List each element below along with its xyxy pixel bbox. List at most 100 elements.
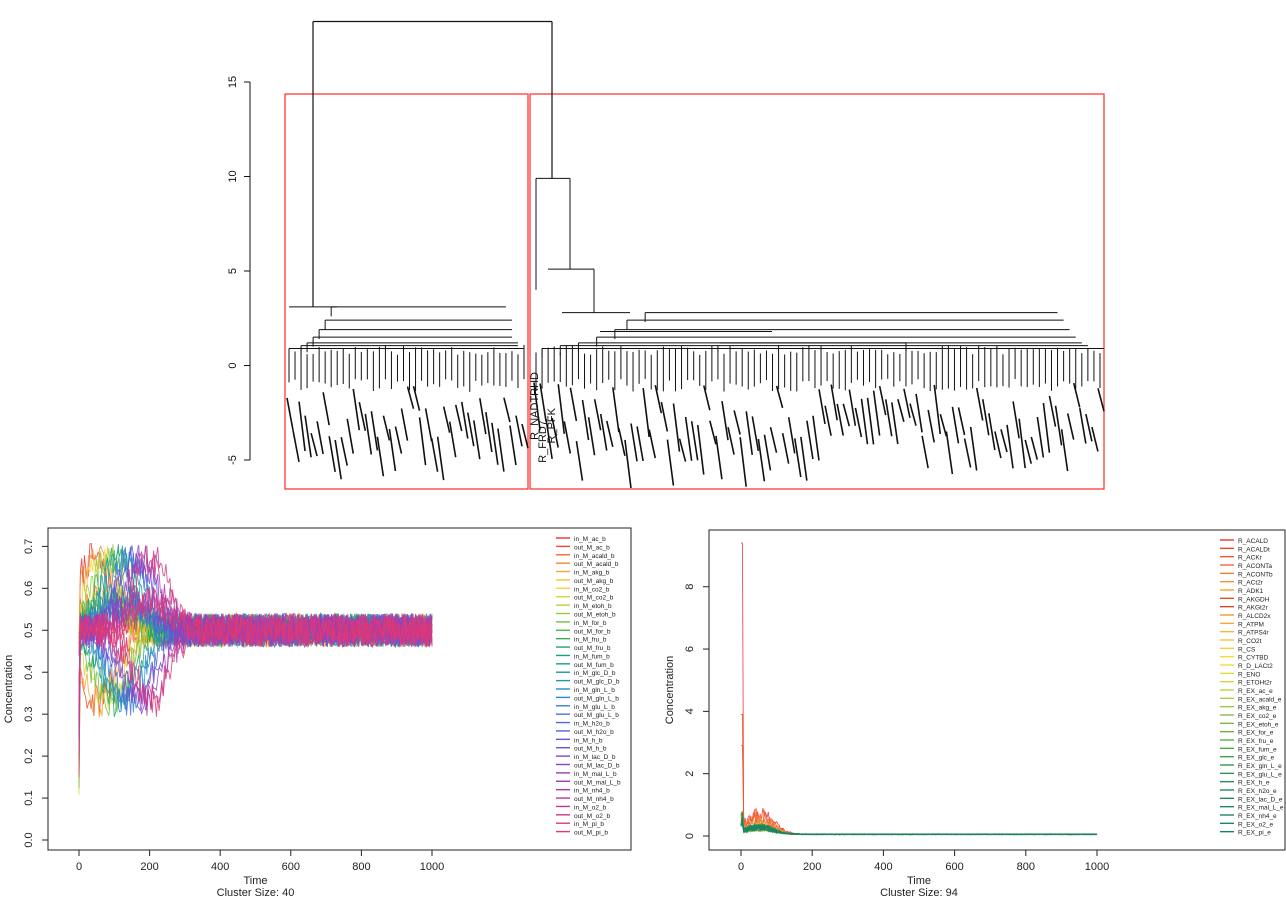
legend-entry: R_EX_glu_L_e (1238, 771, 1282, 778)
legend-entry: R_EX_fum_e (1238, 746, 1277, 753)
legend-entry: in_M_ac_b (574, 536, 606, 543)
legend-entry: R_ACt2r (1238, 580, 1264, 587)
leaf-label-mark (448, 421, 457, 458)
leaf-label-mark (891, 402, 899, 445)
x-axis-label: Time (243, 875, 267, 887)
leaf-label-mark (442, 406, 451, 433)
series-line (740, 815, 1098, 836)
leaf-label-mark (939, 413, 948, 437)
legend-entry: in_M_fru_b (574, 637, 607, 644)
leaf-label-mark (509, 425, 517, 466)
leaf-label-mark (394, 426, 403, 454)
leaf-label-mark (406, 386, 415, 409)
y-axis-label: Concentration (664, 656, 676, 725)
legend-entry: in_M_pi_b (574, 821, 604, 828)
leaf-label-mark (872, 390, 881, 436)
legend-entry: in_M_for_b (574, 620, 607, 627)
legend-entry: R_CS (1238, 646, 1256, 653)
legend-entry: R_EX_h2o_e (1238, 788, 1277, 795)
leaf-label-mark (587, 417, 596, 456)
series-line (78, 587, 433, 702)
y-tick-label: 0.6 (23, 581, 35, 596)
leaf-label-mark (860, 398, 869, 445)
leaf-label-mark (1006, 424, 1014, 469)
x-tick-label: 1000 (1085, 861, 1109, 873)
leaf-label-mark (304, 415, 312, 458)
x-tick-label: 400 (211, 861, 229, 873)
leaf-label-mark (951, 406, 960, 444)
y-tick-label: 0.3 (23, 707, 35, 722)
y-tick-label: 0.5 (23, 623, 35, 638)
series-line (740, 813, 1098, 836)
leaf-label-mark (1012, 401, 1020, 439)
dendrogram-y-tick-label: 0 (227, 362, 239, 368)
series-line (78, 592, 433, 726)
series-line (740, 818, 1098, 836)
legend-entry: R_EX_for_e (1238, 730, 1274, 737)
leaf-label-mark (975, 387, 984, 421)
leaf-label-mark (563, 421, 572, 454)
leaf-label-mark (709, 420, 717, 445)
dendrogram-leaf-label: R_PFK (546, 407, 558, 443)
leaf-label-mark (654, 384, 663, 414)
series-line (740, 809, 1098, 836)
leaf-label-mark (703, 385, 711, 411)
legend-entry: R_EX_glc_e (1238, 755, 1275, 762)
series-line (741, 745, 1098, 836)
leaf-label-mark (666, 439, 675, 486)
x-tick-label: 800 (352, 861, 370, 873)
y-tick-label: 0 (684, 833, 696, 839)
dendrogram-y-tick-label: -5 (227, 455, 239, 465)
leaf-label-mark (921, 435, 929, 469)
leaf-label-mark (684, 416, 693, 461)
leaf-label-mark (739, 437, 747, 487)
leaf-label-mark (994, 431, 1002, 459)
leaf-label-mark (551, 417, 559, 448)
legend-entry: out_M_lac_D_b (574, 763, 620, 770)
legend-entry: R_EX_pi_e (1238, 830, 1271, 837)
leaf-label-mark (1097, 388, 1105, 412)
leaf-label-mark (630, 423, 638, 462)
series-line (78, 587, 433, 703)
y-tick-label: 8 (684, 584, 696, 590)
leaf-label-mark (678, 438, 687, 462)
leaf-label-mark (569, 387, 578, 422)
legend-entry: R_ACONTb (1238, 571, 1273, 578)
series-line (740, 812, 1098, 836)
leaf-label-mark (715, 435, 723, 480)
legend-entry: in_M_nh4_b (574, 788, 610, 795)
leaf-label-mark (618, 428, 626, 456)
leaf-label-mark (721, 401, 729, 441)
x-tick-label: 1000 (420, 861, 444, 873)
leaf-label-mark (599, 413, 608, 451)
leaf-label-mark (897, 399, 905, 422)
leaf-label-mark (1072, 382, 1081, 408)
leaf-label-mark (757, 438, 766, 482)
series-line (740, 820, 1098, 836)
leaf-label-mark (1085, 413, 1093, 442)
legend-entry: R_EX_acald_e (1238, 696, 1282, 703)
leaf-label-mark (775, 385, 784, 409)
leaf-label-mark (1030, 436, 1039, 460)
leaf-label-mark (491, 422, 499, 465)
legend-entry: out_M_glu_L_b (574, 712, 619, 719)
leaf-label-mark (292, 430, 300, 463)
series-line (740, 812, 1098, 836)
legend-entry: R_EX_co2_e (1238, 713, 1277, 720)
leaf-label-mark (787, 417, 796, 454)
dendrogram-leaf-label: R_FRD7 (537, 420, 549, 463)
leaf-label-mark (418, 417, 427, 466)
dendrogram-y-tick-label: 10 (227, 170, 239, 182)
series-line (740, 817, 1098, 836)
leaf-label-mark (454, 404, 463, 432)
leaf-label-mark (515, 415, 523, 447)
leaf-label-mark (430, 437, 439, 472)
legend-entry: out_M_h2o_b (574, 729, 614, 736)
legend-entry: R_EX_etoh_e (1238, 721, 1279, 728)
leaf-label-mark (545, 419, 553, 459)
legend-entry: R_ACALD (1238, 538, 1268, 545)
legend-entry: R_EX_fru_e (1238, 738, 1274, 745)
legend-entry: R_D_LACt2 (1238, 663, 1273, 670)
legend-entry: in_M_akg_b (574, 570, 610, 577)
